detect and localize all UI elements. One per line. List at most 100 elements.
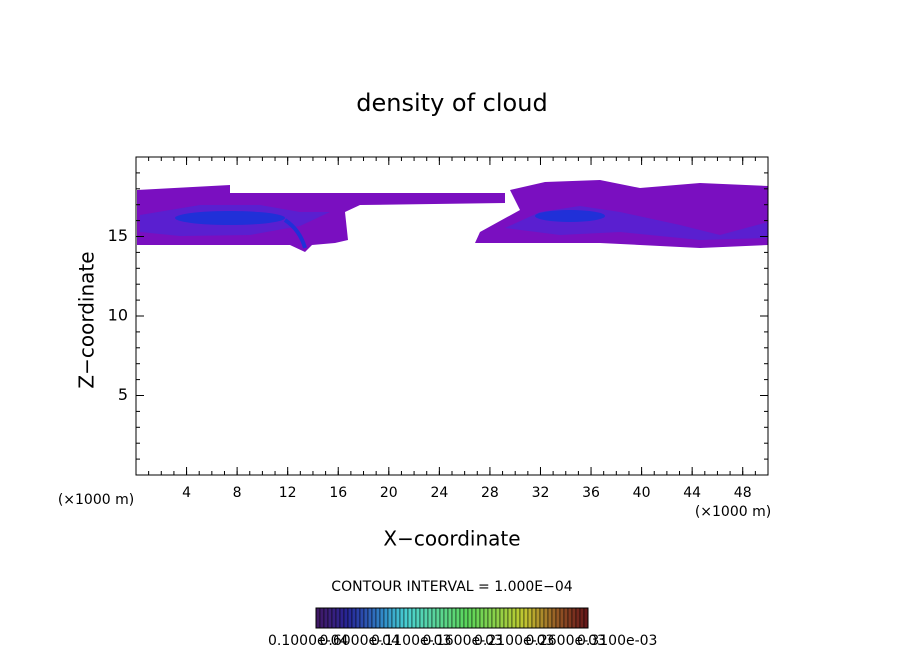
cloud-field bbox=[137, 180, 768, 252]
colorbar-cell bbox=[555, 607, 561, 629]
colorbar: 0.1000e-040.6000e-040.1100e-030.1600e-03… bbox=[268, 607, 657, 649]
cloud-core bbox=[175, 211, 285, 225]
colorbar-cell bbox=[431, 607, 437, 629]
colorbar-cell bbox=[499, 607, 505, 629]
colorbar-cell bbox=[559, 607, 565, 629]
colorbar-cell bbox=[463, 607, 469, 629]
cloud-core bbox=[535, 210, 605, 222]
colorbar-label: 0.2100e-03 bbox=[474, 633, 554, 649]
colorbar-cell bbox=[579, 607, 585, 629]
colorbar-frame bbox=[315, 607, 589, 629]
chart-title: density of cloud bbox=[356, 89, 547, 117]
y-tick-label: 5 bbox=[118, 385, 128, 404]
colorbar-cell bbox=[343, 607, 349, 629]
colorbar-cell bbox=[367, 607, 373, 629]
colorbar-cell bbox=[471, 607, 477, 629]
colorbar-cell bbox=[339, 607, 345, 629]
colorbar-cell bbox=[495, 607, 501, 629]
colorbar-cell bbox=[423, 607, 429, 629]
colorbar-cell bbox=[443, 607, 449, 629]
colorbar-cell bbox=[519, 607, 525, 629]
colorbar-label: 0.1600e-03 bbox=[423, 633, 503, 649]
colorbar-cell bbox=[403, 607, 409, 629]
colorbar-cell bbox=[323, 607, 329, 629]
x-tick-label: 8 bbox=[233, 485, 242, 501]
x-tick-label: 36 bbox=[582, 485, 600, 501]
colorbar-cell bbox=[467, 607, 473, 629]
x-tick-label: 24 bbox=[430, 485, 448, 501]
colorbar-cell bbox=[347, 607, 353, 629]
x-tick-label: 48 bbox=[734, 485, 752, 501]
colorbar-cell bbox=[331, 607, 337, 629]
colorbar-cell bbox=[439, 607, 445, 629]
colorbar-cell bbox=[335, 607, 341, 629]
x-tick-label: 12 bbox=[279, 485, 297, 501]
colorbar-cell bbox=[491, 607, 497, 629]
colorbar-cell bbox=[415, 607, 421, 629]
colorbar-cell bbox=[531, 607, 537, 629]
colorbar-cell bbox=[503, 607, 509, 629]
colorbar-cell bbox=[511, 607, 517, 629]
colorbar-cell bbox=[527, 607, 533, 629]
contour-interval: CONTOUR INTERVAL = 1.000E−04 bbox=[331, 579, 572, 595]
colorbar-cell bbox=[539, 607, 545, 629]
colorbar-label: 0.1100e-03 bbox=[371, 633, 451, 649]
colorbar-cell bbox=[355, 607, 361, 629]
colorbar-cell bbox=[447, 607, 453, 629]
colorbar-cell bbox=[507, 607, 513, 629]
colorbar-cell bbox=[383, 607, 389, 629]
colorbar-cell bbox=[387, 607, 393, 629]
colorbar-cell bbox=[359, 607, 365, 629]
colorbar-cell bbox=[407, 607, 413, 629]
y-axis-label: Z−coordinate bbox=[75, 251, 99, 388]
colorbar-cell bbox=[575, 607, 581, 629]
colorbar-cell bbox=[475, 607, 481, 629]
colorbar-cell bbox=[435, 607, 441, 629]
colorbar-cell bbox=[483, 607, 489, 629]
x-tick-label: 20 bbox=[380, 485, 398, 501]
y-unit: (×1000 m) bbox=[58, 492, 134, 508]
colorbar-cell bbox=[571, 607, 577, 629]
x-tick-label: 44 bbox=[683, 485, 701, 501]
colorbar-cell bbox=[371, 607, 377, 629]
colorbar-cell bbox=[551, 607, 557, 629]
colorbar-cell bbox=[543, 607, 549, 629]
colorbar-label: 0.2600e-03 bbox=[526, 633, 606, 649]
colorbar-cell bbox=[515, 607, 521, 629]
colorbar-label: 0.1000e-04 bbox=[268, 633, 349, 649]
colorbar-cell bbox=[459, 607, 465, 629]
colorbar-cell bbox=[411, 607, 417, 629]
colorbar-cell bbox=[451, 607, 457, 629]
cloud-core bbox=[283, 218, 307, 249]
colorbar-cell bbox=[535, 607, 541, 629]
colorbar-cell bbox=[455, 607, 461, 629]
colorbar-cell bbox=[315, 607, 321, 629]
colorbar-cell bbox=[351, 607, 357, 629]
x-tick-label: 28 bbox=[481, 485, 499, 501]
y-tick-label: 15 bbox=[108, 226, 128, 245]
x-tick-label: 16 bbox=[329, 485, 347, 501]
colorbar-cell bbox=[523, 607, 529, 629]
colorbar-cell bbox=[567, 607, 573, 629]
colorbar-cell bbox=[379, 607, 385, 629]
y-tick-label: 10 bbox=[108, 306, 128, 325]
x-unit: (×1000 m) bbox=[695, 504, 771, 520]
x-tick-label: 4 bbox=[182, 485, 191, 501]
colorbar-cell bbox=[547, 607, 553, 629]
x-axis-label: X−coordinate bbox=[383, 527, 520, 551]
colorbar-cell bbox=[319, 607, 325, 629]
colorbar-cell bbox=[391, 607, 397, 629]
x-tick-label: 40 bbox=[633, 485, 651, 501]
colorbar-cell bbox=[563, 607, 569, 629]
colorbar-cell bbox=[363, 607, 369, 629]
colorbar-cell bbox=[375, 607, 381, 629]
colorbar-label: 0.3100e-03 bbox=[577, 633, 657, 649]
x-tick-label: 32 bbox=[532, 485, 550, 501]
colorbar-cell bbox=[583, 607, 589, 629]
colorbar-label: 0.6000e-04 bbox=[320, 633, 401, 649]
colorbar-cell bbox=[419, 607, 425, 629]
colorbar-cell bbox=[327, 607, 333, 629]
colorbar-cell bbox=[479, 607, 485, 629]
